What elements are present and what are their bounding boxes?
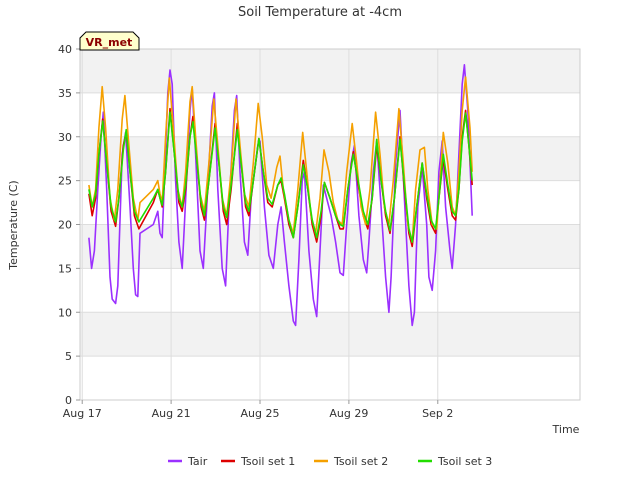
x-tick-label: Aug 25	[241, 407, 280, 420]
legend-item-tsoil-set-3: Tsoil set 3	[418, 455, 492, 468]
y-tick-label: 15	[58, 262, 72, 275]
plot-band	[80, 224, 580, 269]
plot-band	[80, 49, 580, 93]
y-tick-label: 20	[58, 219, 72, 232]
legend: Tair Tsoil set 1 Tsoil set 2 Tsoil set 3	[168, 455, 492, 468]
x-tick-label: Aug 29	[329, 407, 368, 420]
y-tick-label: 25	[58, 175, 72, 188]
series-line-tsoil-set-2	[88, 76, 473, 243]
x-tick-label: Aug 21	[152, 407, 191, 420]
badge-box	[79, 31, 140, 51]
y-tick-label: 10	[58, 306, 72, 319]
plot-band	[80, 268, 580, 313]
series-line-tsoil-set-3	[88, 111, 473, 243]
y-tick-label: 35	[58, 87, 72, 100]
series-layer	[88, 64, 473, 327]
x-tick-label: Aug 17	[63, 407, 102, 420]
plot-band	[80, 356, 580, 400]
y-axis-title: Temperature (C)	[7, 180, 20, 270]
legend-label: Tair	[187, 455, 208, 468]
legend-label: Tsoil set 3	[437, 455, 492, 468]
x-tick-label: Sep 2	[422, 407, 453, 420]
legend-item-tsoil-set-2: Tsoil set 2	[314, 455, 388, 468]
y-tick-label: 40	[58, 43, 72, 56]
x-axis-title: Time	[552, 423, 580, 436]
legend-label: Tsoil set 1	[240, 455, 295, 468]
x-axis-ticks: Aug 17 Aug 21 Aug 25 Aug 29 Sep 2	[63, 400, 453, 420]
legend-item-tair: Tair	[168, 455, 208, 468]
legend-label: Tsoil set 2	[333, 455, 388, 468]
legend-item-tsoil-set-1: Tsoil set 1	[221, 455, 295, 468]
vr-met-badge: VR_met	[79, 31, 140, 51]
y-tick-label: 5	[65, 350, 72, 363]
chart-title: Soil Temperature at -4cm	[238, 5, 402, 20]
series-line-tair	[88, 64, 473, 327]
y-tick-label: 30	[58, 131, 72, 144]
y-axis-ticks: 0 5 10 15 20 25 30 35 40	[58, 43, 80, 407]
y-tick-label: 0	[65, 394, 72, 407]
plot-band	[80, 92, 580, 137]
badge-label: VR_met	[86, 36, 133, 49]
plot-band	[80, 312, 580, 357]
